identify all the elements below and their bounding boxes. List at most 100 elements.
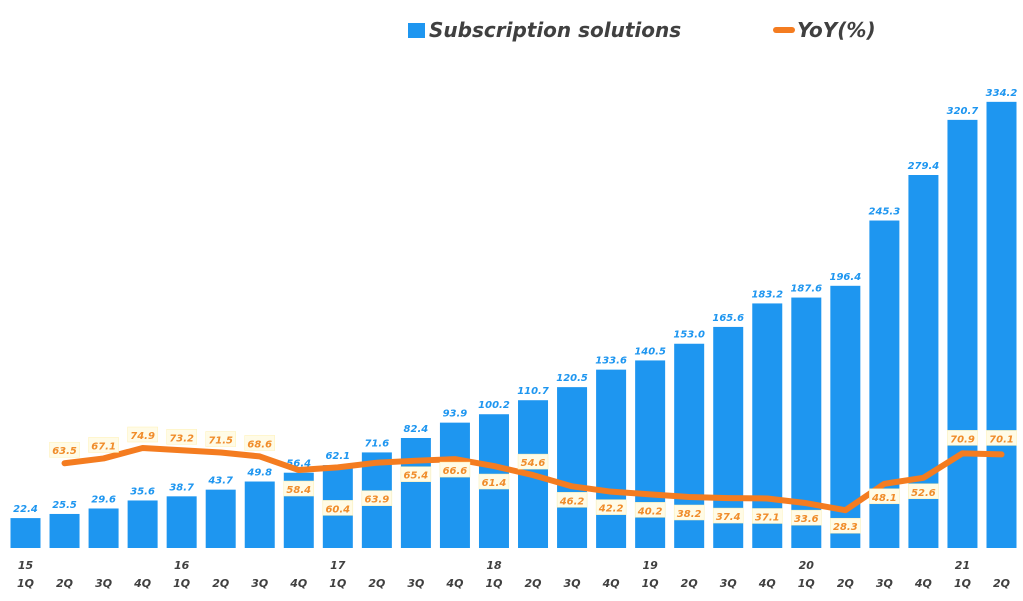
legend: Subscription solutions YoY(%) xyxy=(408,18,876,42)
bar-value-label: 25.5 xyxy=(52,500,77,511)
yoy-label-box xyxy=(869,488,900,505)
x-tick-quarter: 3Q xyxy=(876,577,893,590)
bar-value-label: 71.6 xyxy=(365,438,390,449)
bar-value-label: 110.7 xyxy=(517,386,549,397)
yoy-value-label: 40.2 xyxy=(637,506,663,517)
bar xyxy=(947,119,978,548)
x-tick-quarter: 1Q xyxy=(173,577,190,590)
yoy-label-box xyxy=(986,430,1017,446)
yoy-value-label: 37.4 xyxy=(716,512,741,523)
bar xyxy=(596,369,627,548)
bar-value-label: 22.4 xyxy=(13,504,38,515)
x-tick-year: 15 xyxy=(18,559,34,572)
yoy-label-box xyxy=(166,429,197,445)
yoy-label-box xyxy=(244,435,275,451)
yoy-label-box xyxy=(478,473,510,490)
bar-value-label: 334.2 xyxy=(986,88,1018,99)
yoy-value-label: 58.4 xyxy=(286,485,311,496)
legend-line-swatch xyxy=(773,27,796,33)
bar-value-label: 35.6 xyxy=(130,486,155,497)
yoy-value-label: 67.1 xyxy=(91,441,116,452)
x-tick-quarter: 4Q xyxy=(289,577,307,590)
bar xyxy=(557,387,588,548)
yoy-value-label: 68.6 xyxy=(247,439,272,450)
yoy-label-box xyxy=(49,441,80,458)
bar-value-label: 43.7 xyxy=(207,476,233,487)
bar-value-label: 165.6 xyxy=(712,313,744,324)
x-tick-quarter: 4Q xyxy=(914,577,932,590)
yoy-value-label: 60.4 xyxy=(325,504,350,515)
bar xyxy=(205,489,236,548)
yoy-value-label: 37.1 xyxy=(755,512,780,523)
yoy-value-label: 54.6 xyxy=(521,458,546,469)
yoy-value-label: 61.4 xyxy=(482,478,507,489)
x-tick-quarter: 2Q xyxy=(837,577,854,590)
yoy-label-box xyxy=(673,504,705,521)
yoy-label-box xyxy=(830,517,861,534)
legend-line-label: YoY(%) xyxy=(797,18,876,42)
yoy-label-box xyxy=(595,499,627,515)
yoy-label-box xyxy=(791,509,822,526)
yoy-line xyxy=(61,445,1005,514)
yoy-label-box xyxy=(712,507,744,524)
bar-value-label: 183.2 xyxy=(751,289,783,300)
yoy-value-label: 73.2 xyxy=(169,433,194,444)
bar-value-label: 120.5 xyxy=(556,373,588,384)
bar xyxy=(49,513,80,548)
x-tick-quarter: 2Q xyxy=(681,577,698,590)
bar-value-label: 320.7 xyxy=(947,106,979,117)
x-tick-quarter: 1Q xyxy=(329,577,346,590)
bar-value-label: 62.1 xyxy=(325,451,350,462)
x-tick-quarter: 4Q xyxy=(758,577,776,590)
bar xyxy=(752,303,783,548)
yoy-value-label: 48.1 xyxy=(871,493,897,504)
yoy-value-label: 66.6 xyxy=(443,466,468,477)
yoy-label-box xyxy=(517,453,549,470)
bar-value-label: 100.2 xyxy=(478,400,510,411)
bar-value-label: 93.9 xyxy=(443,409,468,420)
bar xyxy=(88,508,119,548)
x-tick-year: 19 xyxy=(642,559,658,572)
yoy-label-box xyxy=(908,483,939,500)
x-tick-quarter: 1Q xyxy=(485,577,502,590)
yoy-value-label: 46.2 xyxy=(559,496,585,507)
bar-value-label: 56.4 xyxy=(286,459,311,470)
bar xyxy=(127,500,158,548)
yoy-value-label: 63.9 xyxy=(365,495,390,506)
yoy-label-box xyxy=(752,508,783,524)
yoy-value-label: 38.2 xyxy=(677,509,702,520)
yoy-label-box xyxy=(947,430,978,446)
bar xyxy=(244,481,275,548)
bar-value-label: 29.6 xyxy=(91,494,116,505)
x-tick-quarter: 1Q xyxy=(17,577,34,590)
bar-value-label: 279.4 xyxy=(908,161,940,172)
x-tick-quarter: 4Q xyxy=(602,577,620,590)
bar xyxy=(439,422,470,548)
bar-value-label: 133.6 xyxy=(595,356,627,367)
x-tick-quarter: 3Q xyxy=(407,577,424,590)
yoy-label-box xyxy=(322,500,354,516)
x-tick-quarter: 3Q xyxy=(564,577,581,590)
yoy-value-label: 42.2 xyxy=(598,504,624,515)
yoy-label-box xyxy=(556,492,588,508)
yoy-value-label: 70.9 xyxy=(950,434,975,445)
bar-value-label: 153.0 xyxy=(673,330,705,341)
yoy-label-box xyxy=(361,490,393,506)
x-tick-quarter: 2Q xyxy=(993,577,1010,590)
bar xyxy=(986,101,1017,548)
x-tick-quarter: 2Q xyxy=(56,577,73,590)
x-tick-quarter: 2Q xyxy=(212,577,229,590)
x-tick-quarter: 1Q xyxy=(954,577,971,590)
bar-value-label: 49.8 xyxy=(246,468,272,479)
yoy-value-label: 28.3 xyxy=(833,522,858,533)
yoy-label-box xyxy=(127,426,158,443)
yoy-value-label: 52.6 xyxy=(911,488,936,499)
x-tick-quarter: 1Q xyxy=(798,577,815,590)
x-tick-quarter: 3Q xyxy=(95,577,112,590)
yoy-value-label: 65.4 xyxy=(404,471,429,482)
x-tick-quarter: 2Q xyxy=(525,577,542,590)
x-tick-quarter: 2Q xyxy=(368,577,385,590)
yoy-value-label: 70.1 xyxy=(989,434,1014,445)
